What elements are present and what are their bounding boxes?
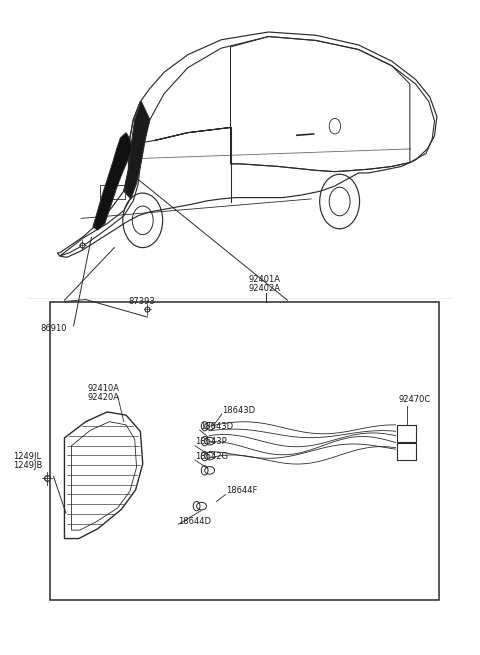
- Polygon shape: [124, 102, 150, 199]
- Text: 92401A: 92401A: [249, 275, 280, 284]
- Text: 18644D: 18644D: [179, 517, 211, 525]
- Text: 18642G: 18642G: [195, 452, 228, 460]
- Text: 86910: 86910: [41, 324, 67, 333]
- Text: 87393: 87393: [129, 297, 155, 306]
- Bar: [396, 425, 417, 442]
- Text: 92402A: 92402A: [249, 284, 280, 293]
- Bar: [396, 443, 417, 460]
- Text: 92420A: 92420A: [87, 393, 119, 402]
- Text: 92410A: 92410A: [87, 384, 119, 393]
- Text: 18644F: 18644F: [226, 486, 257, 495]
- Polygon shape: [93, 133, 132, 230]
- Text: 18643P: 18643P: [195, 438, 227, 447]
- Text: 18643D: 18643D: [200, 422, 233, 432]
- Text: H: H: [110, 189, 114, 195]
- Bar: [50, 301, 439, 600]
- Bar: [100, 185, 125, 199]
- Text: 1249JL: 1249JL: [13, 452, 41, 460]
- Text: 92470C: 92470C: [399, 395, 431, 404]
- Text: 18643D: 18643D: [222, 406, 255, 415]
- Text: 1249JB: 1249JB: [13, 461, 43, 470]
